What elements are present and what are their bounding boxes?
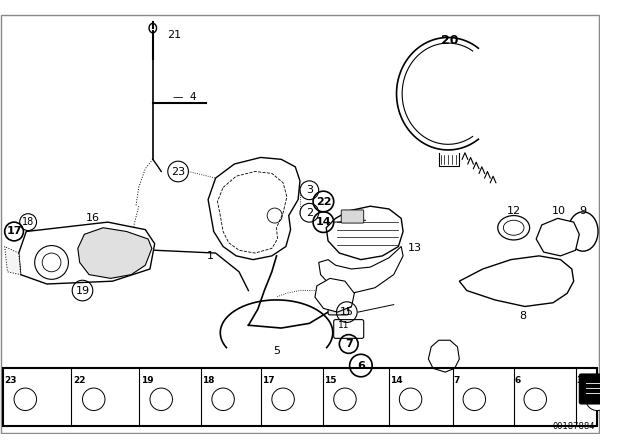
Ellipse shape [568,212,598,251]
Text: 6: 6 [515,376,521,385]
Text: 18: 18 [22,217,35,227]
Text: 19: 19 [141,376,153,385]
Text: 3: 3 [577,376,583,385]
Text: 5: 5 [273,346,280,357]
Text: 17: 17 [6,227,22,237]
Text: 23: 23 [4,376,17,385]
Text: 18: 18 [202,376,215,385]
Polygon shape [78,228,152,278]
Polygon shape [19,222,155,284]
Circle shape [399,388,422,410]
Circle shape [272,388,294,410]
Circle shape [14,388,36,410]
Circle shape [35,246,68,279]
Polygon shape [460,256,573,306]
Circle shape [333,388,356,410]
Text: 8: 8 [520,311,527,321]
FancyBboxPatch shape [341,210,364,223]
Text: 19: 19 [76,285,90,296]
Text: 3: 3 [306,185,313,195]
Polygon shape [319,246,403,293]
Text: 14: 14 [316,217,332,227]
Text: 1: 1 [207,251,214,261]
Text: 13: 13 [408,243,422,254]
Text: 15: 15 [340,307,354,317]
Polygon shape [315,278,355,312]
Circle shape [150,388,172,410]
Circle shape [586,388,609,410]
Polygon shape [208,157,300,260]
Text: 20: 20 [441,34,459,47]
Circle shape [463,388,486,410]
FancyBboxPatch shape [328,298,349,315]
Text: 15: 15 [324,376,337,385]
Circle shape [524,388,547,410]
Polygon shape [4,246,20,275]
Text: 22: 22 [316,197,331,207]
Text: 21: 21 [167,30,181,39]
Polygon shape [428,340,460,372]
FancyBboxPatch shape [333,319,364,338]
Text: 7: 7 [454,376,460,385]
Bar [3,368,597,426]
Text: 7: 7 [345,339,353,349]
FancyBboxPatch shape [579,374,628,404]
Text: 00187884: 00187884 [553,422,595,431]
Text: 17: 17 [262,376,275,385]
Polygon shape [536,218,579,256]
Ellipse shape [498,215,530,240]
Text: 11: 11 [337,322,349,331]
Text: 14: 14 [390,376,403,385]
Text: 2: 2 [306,208,313,218]
Text: —  4: — 4 [173,91,197,102]
Text: 6: 6 [357,361,365,370]
Text: 22: 22 [73,376,86,385]
Text: 10: 10 [552,206,566,216]
Text: 12: 12 [507,206,521,216]
Ellipse shape [149,23,157,33]
Text: 23: 23 [171,167,185,177]
Circle shape [83,388,105,410]
Text: 16: 16 [86,213,100,224]
Polygon shape [326,206,403,260]
Text: 9: 9 [579,206,587,216]
Circle shape [212,388,234,410]
